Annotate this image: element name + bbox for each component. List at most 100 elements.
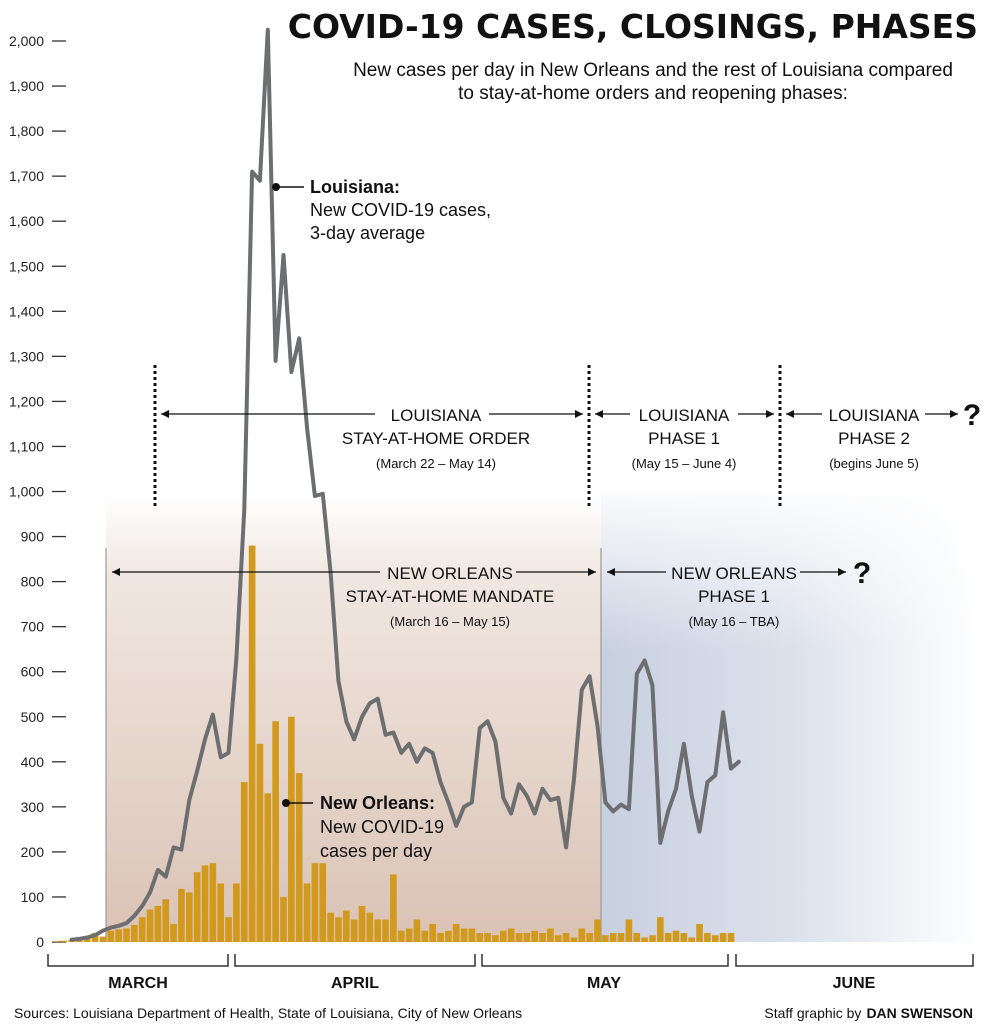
la-phase2-dates: (begins June 5) xyxy=(829,456,919,471)
neworleans-label-line2: cases per day xyxy=(320,841,432,861)
y-tick-label: 800 xyxy=(21,574,45,590)
neworleans-bar xyxy=(405,928,413,942)
neworleans-bar xyxy=(138,917,146,942)
la-phase1-dates: (May 15 – June 4) xyxy=(632,456,737,471)
neworleans-bar xyxy=(295,773,303,942)
neworleans-bar xyxy=(374,919,382,942)
neworleans-bar xyxy=(421,930,429,942)
neworleans-label-line1: New COVID-19 xyxy=(320,817,444,837)
neworleans-bar xyxy=(319,863,327,942)
y-tick-label: 500 xyxy=(21,709,45,725)
neworleans-bar xyxy=(562,932,570,942)
la-phase1-arrow-left xyxy=(595,410,630,418)
neworleans-bar xyxy=(696,923,703,942)
neworleans-bar xyxy=(492,935,499,942)
neworleans-bar xyxy=(264,793,272,942)
la-phase2-question-mark: ? xyxy=(963,399,981,432)
neworleans-bar xyxy=(107,930,115,942)
no-phase1-line2: PHASE 1 xyxy=(698,587,770,606)
la-phase2-line1: LOUISIANA xyxy=(829,406,920,425)
neworleans-bar xyxy=(233,883,240,942)
neworleans-bar xyxy=(390,874,397,942)
neworleans-bar xyxy=(366,912,374,942)
neworleans-bar xyxy=(280,896,287,942)
sources-note: Sources: Louisiana Department of Health,… xyxy=(14,1005,522,1021)
louisiana-line xyxy=(69,27,741,942)
neworleans-bar xyxy=(649,935,656,942)
chart-subtitle-line1: New cases per day in New Orleans and the… xyxy=(353,60,953,81)
neworleans-bar xyxy=(499,930,507,942)
neworleans-bar xyxy=(123,928,130,942)
neworleans-bar xyxy=(358,905,366,942)
neworleans-bar xyxy=(91,932,99,942)
neworleans-bar xyxy=(115,929,122,942)
neworleans-bar xyxy=(547,928,554,942)
neworleans-bar xyxy=(288,716,295,942)
period-arrows xyxy=(112,410,958,576)
y-tick-label: 2,000 xyxy=(9,33,44,49)
neworleans-bar xyxy=(335,917,342,942)
neworleans-bar xyxy=(656,917,664,942)
neworleans-bar xyxy=(256,743,264,942)
no-stay-home-dates: (March 16 – May 15) xyxy=(390,614,510,629)
neworleans-bar xyxy=(460,928,468,942)
la-phase1-line1: LOUISIANA xyxy=(639,406,730,425)
month-label-april: APRIL xyxy=(331,975,379,992)
la-phase1-line2: PHASE 1 xyxy=(648,429,720,448)
neworleans-bar xyxy=(146,909,154,942)
neworleans-bar xyxy=(342,910,350,942)
neworleans-bar xyxy=(429,923,436,942)
neworleans-label-title: New Orleans: xyxy=(320,793,435,813)
no-phase1-arrow-left xyxy=(607,568,666,576)
neworleans-bar xyxy=(272,721,279,942)
no-phase1-question-mark: ? xyxy=(853,557,871,590)
neworleans-bar xyxy=(570,937,578,942)
neworleans-bars xyxy=(52,545,735,942)
neworleans-bar xyxy=(397,930,405,942)
neworleans-bar xyxy=(554,935,562,942)
y-tick-label: 1,800 xyxy=(9,123,44,139)
neworleans-bar xyxy=(609,932,617,942)
neworleans-bar xyxy=(688,937,696,942)
month-brackets xyxy=(47,954,974,967)
credit-name: DAN SWENSON xyxy=(866,1005,973,1021)
y-tick-label: 1,400 xyxy=(9,303,44,319)
neworleans-bar xyxy=(523,932,531,942)
neworleans-bar xyxy=(664,932,672,942)
neworleans-bar xyxy=(99,936,107,942)
neworleans-bar xyxy=(617,932,625,942)
la-phase2-arrow-left xyxy=(786,410,822,418)
neworleans-bar xyxy=(727,932,735,942)
y-tick-label: 600 xyxy=(21,664,45,680)
neworleans-bar xyxy=(641,937,648,942)
month-bracket-march xyxy=(47,954,229,967)
neworleans-bar xyxy=(484,932,491,942)
month-label-june: JUNE xyxy=(833,975,876,992)
la-phase1-arrow-right xyxy=(738,410,774,418)
neworleans-bar xyxy=(413,919,421,942)
neworleans-bar xyxy=(594,919,601,942)
no-stay-home-line1: NEW ORLEANS xyxy=(387,564,513,583)
y-tick-label: 1,200 xyxy=(9,393,44,409)
neworleans-bar xyxy=(178,888,185,942)
chart-subtitle-line2: to stay-at-home orders and reopening pha… xyxy=(458,83,848,104)
neworleans-bar xyxy=(193,872,201,942)
neworleans-bar xyxy=(170,923,177,942)
neworleans-bar xyxy=(680,932,688,942)
month-label-march: MARCH xyxy=(108,975,168,992)
neworleans-bar xyxy=(586,932,593,942)
neworleans-bar xyxy=(154,905,162,942)
month-bracket-april xyxy=(234,954,476,967)
y-axis: 0 100 200 300 400 500 600 700 800 900 1,000 1,100 1,… xyxy=(9,33,66,950)
no-stay-home-arrow-right xyxy=(516,568,596,576)
louisiana-label-line1: New COVID-19 cases, xyxy=(310,200,491,220)
neworleans-bar xyxy=(531,930,539,942)
y-tick-label: 0 xyxy=(36,934,44,950)
la-stay-home-arrow-right xyxy=(489,410,583,418)
y-tick-label: 1,100 xyxy=(9,438,44,454)
y-tick-label: 300 xyxy=(21,799,45,815)
neworleans-bar xyxy=(311,863,319,942)
y-tick-label: 1,500 xyxy=(9,258,44,274)
neworleans-bar xyxy=(711,935,719,942)
